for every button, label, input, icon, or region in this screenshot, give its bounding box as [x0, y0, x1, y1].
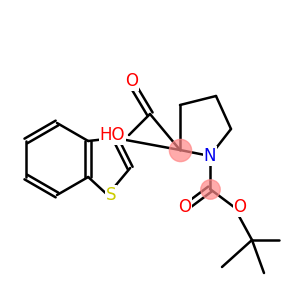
Text: O: O	[178, 198, 191, 216]
Text: O: O	[125, 72, 139, 90]
Text: N: N	[204, 147, 216, 165]
Text: S: S	[105, 186, 116, 204]
Text: HO: HO	[100, 126, 125, 144]
Text: O: O	[233, 198, 247, 216]
